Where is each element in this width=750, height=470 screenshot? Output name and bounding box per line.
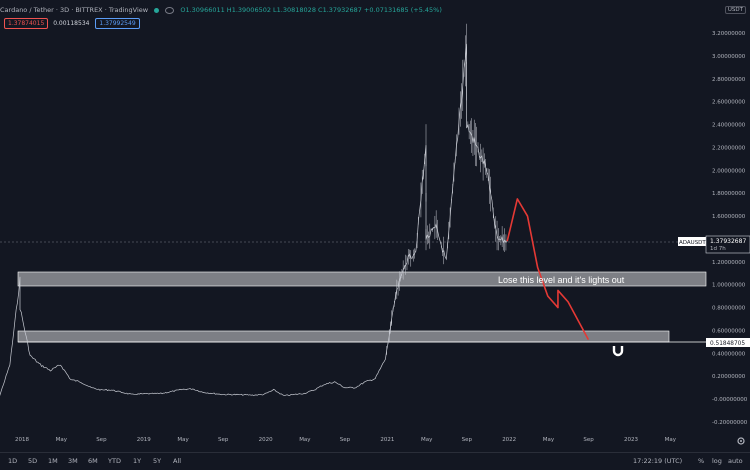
time-axis-label: May xyxy=(177,437,189,443)
symbol-title[interactable]: Cardano / Tether · 3D · BITTREX · Tradin… xyxy=(0,6,149,14)
time-axis-label: Sep xyxy=(218,437,229,443)
last-price-text: 1.37932687 xyxy=(710,238,746,245)
spread-value: 0.00118534 xyxy=(53,20,90,27)
time-axis-label: May xyxy=(665,437,677,443)
horseshoe-icon xyxy=(612,346,624,357)
symbol-tag xyxy=(678,237,706,246)
time-axis-label: 2018 xyxy=(15,437,29,443)
time-axis-label: Sep xyxy=(96,437,107,443)
timeframe-5y[interactable]: 5Y xyxy=(153,457,162,465)
last-price-tag xyxy=(705,235,750,254)
timeframe-3m[interactable]: 3M xyxy=(68,457,78,465)
price-axis-label: 2.40000000 xyxy=(712,123,746,129)
log-toggle[interactable]: log xyxy=(712,457,722,465)
settings-icon[interactable] xyxy=(737,437,745,445)
status-dot xyxy=(154,7,160,13)
time-axis-label: May xyxy=(421,437,433,443)
price-axis-label: 0.60000000 xyxy=(712,328,746,334)
time-axis-label: May xyxy=(299,437,311,443)
bottom-toolbar: 1D 5D 1M 3M 6M YTD 1Y 5Y All 17:22:19 (UTC) % lo… xyxy=(0,452,750,470)
visibility-icon[interactable] xyxy=(165,6,175,14)
support-zone-lower xyxy=(17,330,670,343)
price-axis-label: 0.80000000 xyxy=(712,306,746,312)
projection-curve xyxy=(506,198,590,341)
price-axis-label: 2.80000000 xyxy=(712,77,746,83)
timeframe-1d[interactable]: 1D xyxy=(8,457,18,465)
buy-button[interactable]: 1.37992549 xyxy=(95,18,140,29)
auto-toggle[interactable]: auto xyxy=(728,457,743,465)
price-axis-label: -0.20000000 xyxy=(712,420,748,426)
level-price-tag xyxy=(706,338,750,347)
price-axis-label: 2.60000000 xyxy=(712,100,746,106)
countdown-text: 1d 7h xyxy=(710,246,726,252)
timeframe-ytd[interactable]: YTD xyxy=(108,457,121,465)
price-axis-label: 1.60000000 xyxy=(712,214,746,220)
timeframe-all[interactable]: All xyxy=(173,457,182,465)
timeframe-1m[interactable]: 1M xyxy=(48,457,58,465)
trade-row: 1.37874015 0.00118534 1.37992549 xyxy=(4,18,143,29)
level-price-text: 0.51848705 xyxy=(710,341,745,347)
time-axis-label: 2021 xyxy=(380,437,394,443)
candle-wicks xyxy=(386,23,507,355)
price-series xyxy=(0,43,508,396)
percent-toggle[interactable]: % xyxy=(698,457,705,465)
price-axis-label: 0.20000000 xyxy=(712,374,746,380)
time-axis-label: May xyxy=(56,437,68,443)
time-axis-label: 2022 xyxy=(502,437,516,443)
time-axis-label: Sep xyxy=(462,437,473,443)
price-axis-label: 1.00000000 xyxy=(712,283,746,289)
support-zone-upper xyxy=(17,271,707,287)
price-axis-label: 2.20000000 xyxy=(712,145,746,151)
time-axis-label: Sep xyxy=(583,437,594,443)
price-axis-label: 2.00000000 xyxy=(712,168,746,174)
sell-button[interactable]: 1.37874015 xyxy=(4,18,49,29)
ohlc-values: O1.30966011 H1.39006502 L1.30818028 C1.3… xyxy=(180,6,442,14)
timeframe-5d[interactable]: 5D xyxy=(28,457,38,465)
time-axis-label: May xyxy=(543,437,555,443)
time-axis-label: 2020 xyxy=(259,437,273,443)
currency-selector[interactable]: USDT xyxy=(724,6,746,14)
price-axis-label: -0.00000000 xyxy=(712,397,748,403)
clock: 17:22:19 (UTC) xyxy=(633,457,683,465)
time-axis-label: Sep xyxy=(340,437,351,443)
chart-header: Cardano / Tether · 3D · BITTREX · Tradin… xyxy=(0,6,442,14)
timeframe-1y[interactable]: 1Y xyxy=(133,457,142,465)
price-axis-label: 0.40000000 xyxy=(712,351,746,357)
price-axis-label: 3.00000000 xyxy=(712,54,746,60)
timeframe-6m[interactable]: 6M xyxy=(88,457,98,465)
annotation-text: Lose this level and it's lights out xyxy=(498,275,625,285)
time-axis-label: 2023 xyxy=(624,437,638,443)
price-axis-label: 1.20000000 xyxy=(712,260,746,266)
price-axis-label: 1.80000000 xyxy=(712,191,746,197)
symbol-tag-text: ADAUSDT xyxy=(679,240,706,246)
price-axis-label: 3.20000000 xyxy=(712,31,746,37)
time-axis-label: 2019 xyxy=(137,437,151,443)
